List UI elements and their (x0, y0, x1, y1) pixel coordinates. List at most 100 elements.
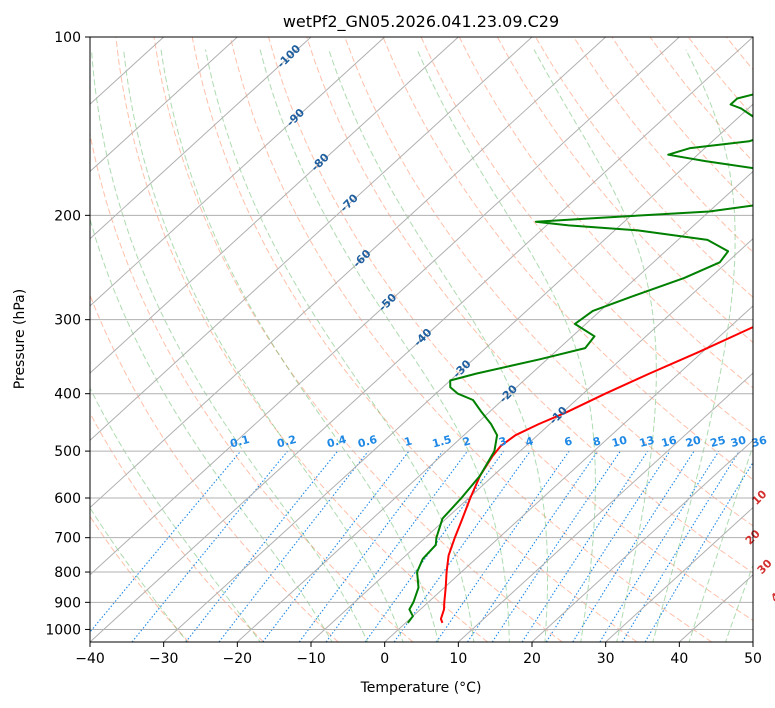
dry-adiabat (496, 37, 753, 344)
mixing-ratio-label: 0.1 (229, 433, 251, 451)
background-lines (90, 37, 775, 645)
y-tick-label: 900 (54, 595, 81, 611)
dry-adiabat (90, 412, 264, 642)
moist-adiabat (91, 49, 369, 642)
y-axis-label: Pressure (hPa) (12, 289, 28, 389)
moist-adiabat (761, 50, 775, 645)
mixing-ratio-line (131, 450, 289, 642)
dry-adiabat (535, 37, 753, 298)
isotherm-line (90, 37, 312, 240)
dry-adiabat (90, 515, 190, 642)
dry-adiabat (306, 37, 753, 574)
mixing-ratio-label: 4 (524, 434, 535, 449)
grid-lines (90, 37, 753, 630)
dry-adiabat (268, 37, 753, 622)
dry-adiabat (90, 131, 414, 642)
dry-adiabat (90, 293, 339, 642)
moist-adiabat (725, 563, 753, 642)
mixing-ratio-label: 0.2 (276, 433, 298, 451)
x-tick-label: −10 (296, 651, 326, 667)
y-tick-label: 600 (54, 491, 81, 507)
mixing-ratio-label: 20 (684, 433, 702, 450)
x-tick-label: −20 (223, 651, 253, 667)
mixing-ratio-line (621, 450, 740, 642)
y-tick-label: 500 (54, 444, 81, 460)
isotherm-line (90, 37, 238, 173)
y-tick-label: 300 (54, 313, 81, 329)
dry-adiabat (191, 37, 638, 642)
isotherm-line (605, 506, 753, 642)
isotherm-line (457, 372, 753, 642)
isotherm-lines (90, 37, 753, 642)
dry-adiabat (573, 37, 753, 253)
x-tick-label: 40 (670, 651, 688, 667)
sounding-profiles (407, 93, 753, 624)
mixing-ratio-line (435, 450, 570, 642)
x-tick-label: 50 (744, 651, 762, 667)
mixing-ratio-label: 16 (660, 433, 678, 450)
dry-adiabat (649, 37, 753, 163)
moist-adiabat (160, 49, 440, 642)
mixing-ratio-line (644, 461, 753, 642)
isotherm-line (236, 170, 753, 642)
dry-adiabat (153, 37, 563, 642)
dry-adiabat (765, 37, 775, 642)
dry-adiabat (687, 37, 753, 117)
mixing-ratio-line (467, 450, 599, 642)
isotherm-line (90, 37, 680, 576)
axis-ticks: −40 −30 −20 −10 0 10 20 30 40 5010020030040050060… (45, 30, 762, 667)
dry-adiabat (611, 37, 753, 208)
mixing-ratio-label: 30 (729, 433, 747, 450)
y-tick-label: 200 (54, 208, 81, 224)
y-tick-label: 1000 (45, 622, 81, 638)
mixing-ratio-line (218, 450, 369, 642)
mixing-ratio-line (521, 450, 649, 642)
mixing-ratio-label: 8 (591, 434, 602, 449)
mixing-ratio-label: 0.6 (356, 433, 379, 451)
isotherm-line (90, 37, 607, 509)
isotherm-line (310, 237, 753, 642)
x-tick-label: −30 (149, 651, 179, 667)
dry-adiabat (115, 37, 488, 642)
x-tick-label: −40 (75, 651, 105, 667)
moist-adiabat (416, 49, 596, 642)
dry-adiabat (344, 37, 753, 527)
isotherm-line (531, 439, 753, 642)
moist-adiabat (90, 217, 333, 642)
mixing-ratio-line (599, 450, 720, 642)
isotherm-line (90, 37, 753, 642)
x-tick-label: 20 (523, 651, 541, 667)
y-tick-label: 800 (54, 565, 81, 581)
mixing-ratio-label: 0.4 (326, 433, 349, 451)
y-tick-label: 100 (54, 30, 81, 46)
moist-adiabat (259, 49, 510, 642)
moist-adiabat-label: 10 (749, 487, 769, 507)
x-axis-label: Temperature (°C) (360, 680, 482, 696)
isotherm-line (752, 641, 753, 642)
mixing-ratio-label: 2 (461, 434, 472, 449)
mixing-ratio-label: 10 (610, 433, 628, 450)
moist-adiabat (328, 49, 549, 642)
isotherm-line (90, 37, 459, 374)
isotherm-line (90, 37, 533, 442)
mixing-ratio-line (298, 450, 444, 642)
mixing-ratio-label: 3 (497, 434, 508, 449)
moist-adiabat-label: 40 (768, 584, 775, 604)
mixing-ratio-line (572, 450, 695, 642)
chart-title: wetPf2_GN05.2026.041.23.09.C29 (283, 12, 559, 32)
isotherm-label: -100 (275, 42, 304, 71)
mixing-ratio-label: 6 (563, 434, 574, 449)
x-tick-label: 0 (380, 651, 389, 667)
y-tick-label: 400 (54, 387, 81, 403)
moist-adiabat (90, 506, 188, 642)
mixing-ratio-line (491, 450, 621, 642)
y-tick-label: 700 (54, 531, 81, 547)
line-labels: -100-90-80-70-60-50-40-30-20-100.1 0.2 0.4… (229, 42, 775, 605)
moist-adiabat (90, 387, 261, 642)
mixing-ratio-line (262, 450, 410, 642)
mixing-ratio-label: 25 (709, 433, 727, 450)
dry-adiabat (458, 37, 753, 389)
mixing-ratio-line (545, 450, 671, 642)
moist-adiabat-label: 30 (755, 557, 775, 577)
